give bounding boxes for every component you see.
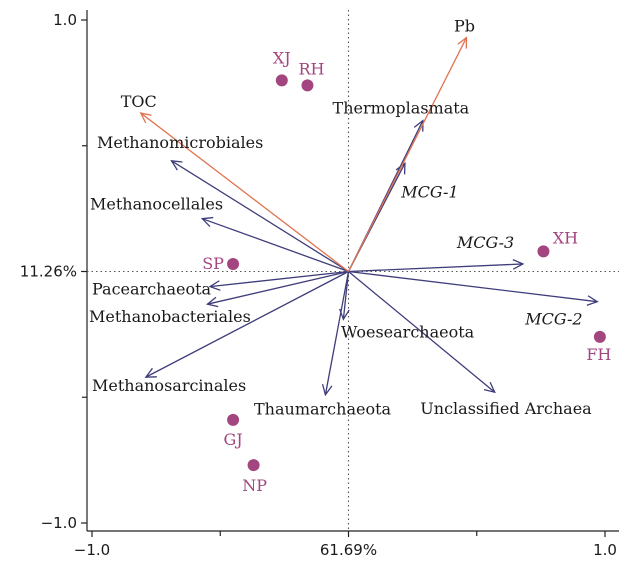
taxon-thaumarchaeota-arrow [324,271,350,395]
vector-label-thermoplasmata: Thermoplasmata [333,99,470,118]
taxon-mcg-2-arrowhead [586,295,599,306]
vector-arrows [139,36,599,397]
vector-label-methanocellales: Methanocellales [90,195,223,214]
taxon-methanobacteriales-arrow [207,270,349,305]
chart-labels: Thermoplasmata MCG-1 Methanomicrobiales Met… [89,17,611,496]
vector-label-toc: TOC [121,92,157,111]
site-label-rh: RH [298,59,324,78]
vector-label-methanomicrobiales: Methanomicrobiales [97,133,263,152]
taxon-methanocellales-arrow [202,218,349,273]
vector-label-pacearchaeota: Pacearchaeota [92,280,212,299]
site-label-xj: XJ [273,48,291,67]
site-label-xh: XH [553,228,578,247]
y-tick-label: 1.0 [53,11,77,29]
axes: −1.0 1.0 61.69% 1.0 −1.0 11.26% [20,10,619,559]
y-tick-label: −1.0 [41,514,77,532]
site-point-sp [227,257,240,270]
taxon-pacearchaeota-arrowhead [208,280,221,291]
taxon-unclassified-archaea-arrow [348,270,496,393]
taxon-thaumarchaeota-arrowhead [321,383,333,397]
taxon-methanosarcinales-arrow [145,270,349,378]
taxon-methanomicrobiales-arrowhead [170,160,183,171]
taxon-methanocellales-arrowhead [200,216,214,228]
x-tick-label: −1.0 [74,541,110,559]
site-label-np: NP [242,476,267,495]
env-pb-arrowhead [457,36,468,49]
site-points [227,74,606,472]
x-tick-label: 1.0 [593,541,617,559]
site-point-np [247,459,260,472]
env-pb-arrow [347,37,468,272]
taxon-methanomicrobiales-arrow [171,160,349,273]
site-label-gj: GJ [223,430,242,449]
taxon-pacearchaeota-arrow [209,270,349,288]
vector-label-mcg-1: MCG-1 [400,182,458,201]
vector-label-thaumarchaeota: Thaumarchaeota [254,400,392,419]
reference-lines [87,10,619,531]
taxon-mcg-1-arrowhead [395,162,406,175]
vector-label-woesearchaeota: Woesearchaeota [341,322,475,341]
site-point-fh [593,330,606,343]
site-point-xj [275,74,288,87]
env-toc-arrowhead [139,112,152,124]
site-point-rh [301,79,314,92]
taxon-thermoplasmata-arrowhead [413,119,424,132]
site-point-xh [537,245,550,258]
taxon-mcg-3-arrowhead [512,259,525,270]
vector-label-unclassified-archaea: Unclassified Archaea [420,399,592,418]
vector-label-methanobacteriales: Methanobacteriales [89,307,251,326]
x-axis-label: 61.69% [320,541,377,559]
vector-label-mcg-2: MCG-2 [524,310,582,329]
vector-label-mcg-3: MCG-3 [456,233,514,252]
site-point-gj [227,413,240,426]
vector-label-methanosarcinales: Methanosarcinales [92,376,246,395]
taxon-mcg-3-arrow [348,263,523,273]
env-toc-arrow [140,112,349,273]
site-label-fh: FH [586,345,611,364]
taxon-methanosarcinales-arrowhead [144,367,157,378]
taxon-unclassified-archaea-arrowhead [483,381,496,394]
taxon-mcg-2-arrow [348,270,598,303]
vector-label-pb: Pb [454,17,475,36]
y-axis-label: 11.26% [20,263,77,281]
site-label-sp: SP [202,254,224,273]
taxon-methanobacteriales-arrowhead [205,296,219,308]
